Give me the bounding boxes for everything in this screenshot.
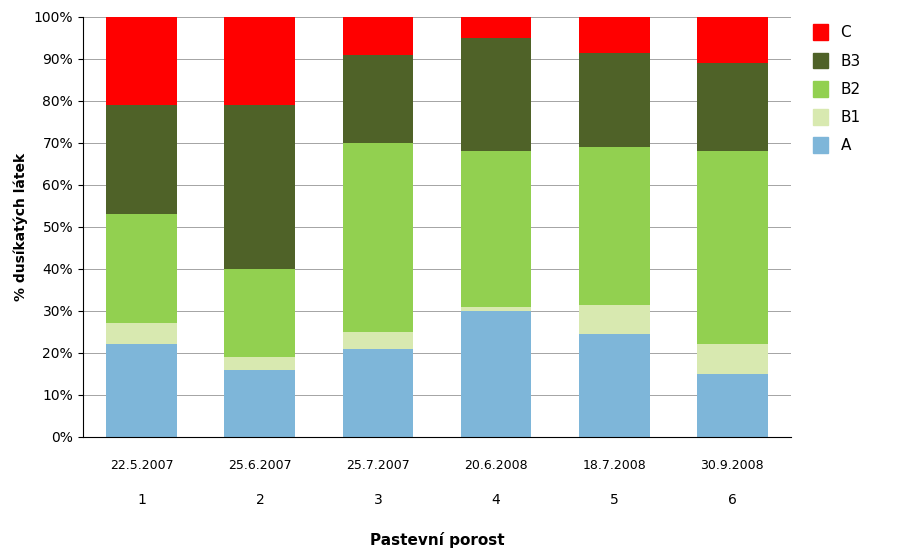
Bar (578, 305, 649, 334)
Text: Pastevní porost: Pastevní porost (369, 532, 504, 548)
Bar (342, 332, 413, 348)
Bar (696, 344, 766, 374)
Y-axis label: % dusíkatých látek: % dusíkatých látek (14, 153, 28, 301)
Text: 18.7.2008: 18.7.2008 (582, 459, 645, 472)
Bar (224, 105, 295, 269)
Text: 4: 4 (491, 493, 500, 507)
Text: 1: 1 (137, 493, 146, 507)
Bar (224, 370, 295, 437)
Bar (342, 17, 413, 55)
Bar (578, 17, 649, 53)
Bar (342, 348, 413, 437)
Text: 25.7.2007: 25.7.2007 (346, 459, 409, 472)
Bar (578, 147, 649, 305)
Text: 2: 2 (255, 493, 264, 507)
Bar (460, 307, 531, 311)
Bar (460, 17, 531, 38)
Text: 22.5.2007: 22.5.2007 (110, 459, 174, 472)
Bar (224, 17, 295, 105)
Bar (107, 324, 177, 344)
Text: 20.6.2008: 20.6.2008 (464, 459, 528, 472)
Bar (107, 17, 177, 105)
Bar (460, 311, 531, 437)
Text: 5: 5 (609, 493, 618, 507)
Bar (107, 344, 177, 437)
Bar (342, 143, 413, 332)
Bar (107, 105, 177, 214)
Bar (224, 269, 295, 357)
Bar (107, 214, 177, 324)
Text: 30.9.2008: 30.9.2008 (699, 459, 763, 472)
Bar (460, 151, 531, 307)
Bar (578, 53, 649, 147)
Bar (578, 334, 649, 437)
Bar (224, 357, 295, 370)
Text: 25.6.2007: 25.6.2007 (228, 459, 291, 472)
Bar (696, 63, 766, 151)
Legend: C, B3, B2, B1, A: C, B3, B2, B1, A (812, 25, 860, 153)
Bar (342, 55, 413, 143)
Text: 3: 3 (373, 493, 382, 507)
Bar (696, 17, 766, 63)
Bar (460, 38, 531, 151)
Text: 6: 6 (727, 493, 736, 507)
Bar (696, 374, 766, 437)
Bar (696, 151, 766, 344)
